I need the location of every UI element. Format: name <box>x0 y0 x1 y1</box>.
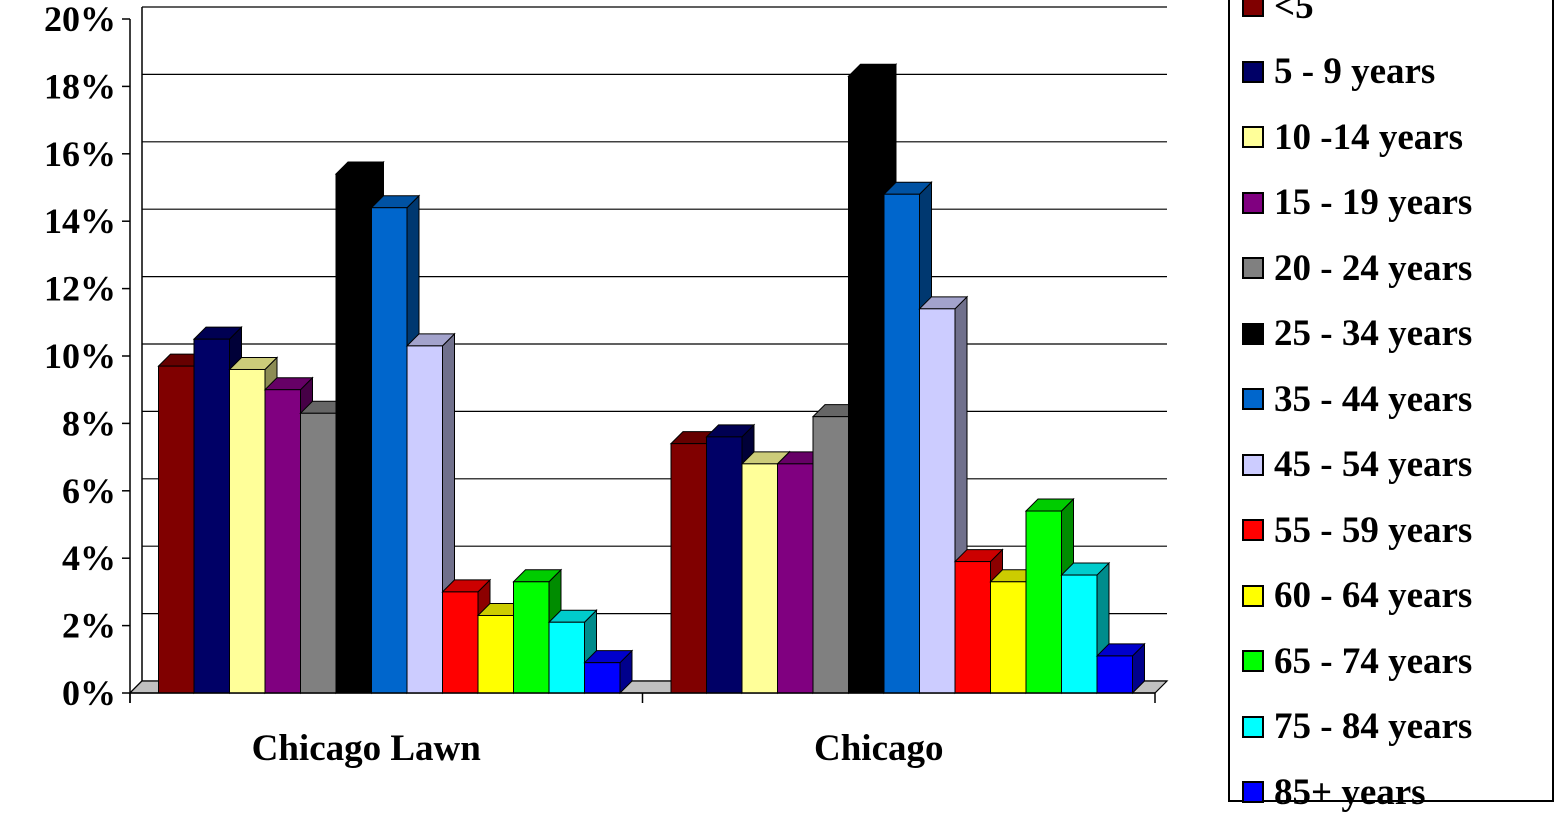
y-tick-label: 2% <box>62 606 116 646</box>
legend-item: 60 - 64 years <box>1242 576 1472 616</box>
legend-label: 45 - 54 years <box>1274 443 1472 486</box>
legend-swatch <box>1242 257 1264 279</box>
legend-swatch <box>1242 650 1264 672</box>
bar <box>1097 644 1145 693</box>
legend-label: 85+ years <box>1274 771 1426 814</box>
legend-label: 75 - 84 years <box>1274 705 1472 748</box>
legend-swatch <box>1242 716 1264 738</box>
legend-label: <5 <box>1274 0 1314 28</box>
y-tick-label: 14% <box>44 201 116 241</box>
legend-swatch <box>1242 323 1264 345</box>
legend-swatch <box>1242 454 1264 476</box>
legend-swatch <box>1242 126 1264 148</box>
y-tick-label: 4% <box>62 538 116 578</box>
legend-item: 5 - 9 years <box>1242 52 1435 92</box>
x-category-label: Chicago Lawn <box>252 728 482 769</box>
legend-swatch <box>1242 781 1264 803</box>
y-tick-label: 0% <box>62 673 116 713</box>
legend-item: 20 - 24 years <box>1242 248 1472 288</box>
legend-item: 25 - 34 years <box>1242 314 1472 354</box>
legend-item: 15 - 19 years <box>1242 183 1472 223</box>
legend-label: 25 - 34 years <box>1274 312 1472 355</box>
bar <box>585 651 633 693</box>
x-category-label: Chicago <box>814 728 944 769</box>
legend-swatch <box>1242 0 1264 17</box>
legend-label: 10 -14 years <box>1274 116 1463 159</box>
legend-label: 65 - 74 years <box>1274 640 1472 683</box>
legend-swatch <box>1242 388 1264 410</box>
bars <box>159 64 1145 693</box>
legend-swatch <box>1242 585 1264 607</box>
y-tick-label: 10% <box>44 336 116 376</box>
legend-item: 35 - 44 years <box>1242 379 1472 419</box>
y-tick-label: 12% <box>44 269 116 309</box>
y-tick-label: 8% <box>62 403 116 443</box>
legend-item: 65 - 74 years <box>1242 641 1472 681</box>
legend-item: 45 - 54 years <box>1242 445 1472 485</box>
legend-item: 75 - 84 years <box>1242 707 1472 747</box>
legend-swatch <box>1242 519 1264 541</box>
legend-swatch <box>1242 192 1264 214</box>
legend-item: 10 -14 years <box>1242 117 1463 157</box>
legend-item: 85+ years <box>1242 772 1426 812</box>
y-tick-label: 20% <box>44 0 116 39</box>
legend: <5 5 - 9 years 10 -14 years 15 - 19 years 20… <box>1228 0 1554 802</box>
y-tick-label: 6% <box>62 471 116 511</box>
back-wall-left <box>130 7 142 693</box>
legend-label: 15 - 19 years <box>1274 181 1472 224</box>
legend-label: 20 - 24 years <box>1274 247 1472 290</box>
legend-swatch <box>1242 61 1264 83</box>
legend-label: 55 - 59 years <box>1274 509 1472 552</box>
y-tick-label: 16% <box>44 134 116 174</box>
legend-item: 55 - 59 years <box>1242 510 1472 550</box>
legend-label: 5 - 9 years <box>1274 50 1435 93</box>
legend-label: 35 - 44 years <box>1274 378 1472 421</box>
legend-item: <5 <box>1242 0 1314 26</box>
y-tick-label: 18% <box>44 66 116 106</box>
legend-label: 60 - 64 years <box>1274 574 1472 617</box>
